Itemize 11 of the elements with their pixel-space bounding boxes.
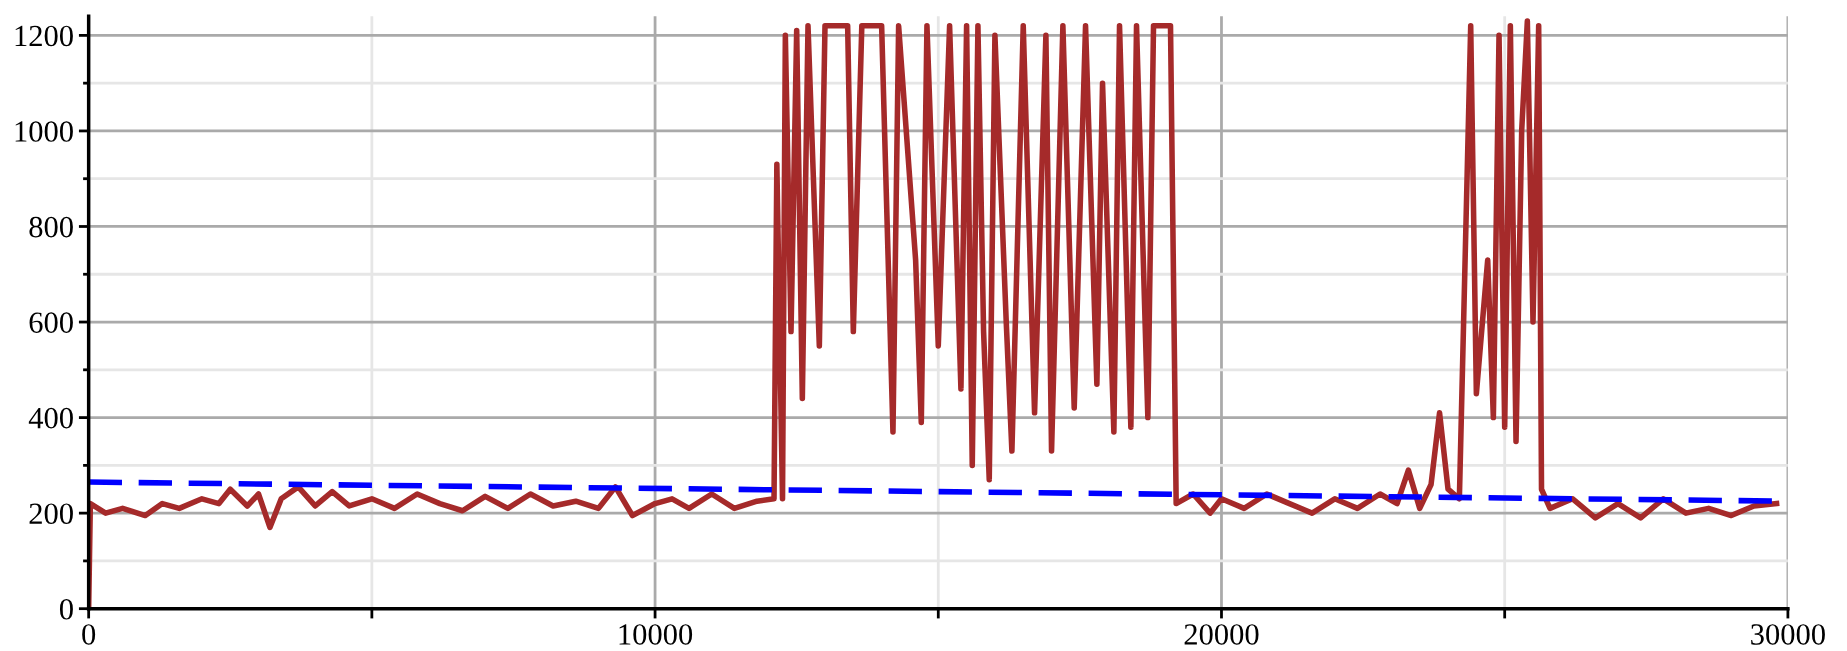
x-tick-label: 0: [82, 624, 96, 645]
y-tick-label: 0: [59, 598, 73, 620]
y-tick-label: 800: [29, 216, 73, 238]
y-tick-label: 400: [28, 407, 73, 429]
y-tick-label: 600: [29, 312, 73, 333]
y-tick-label: 1000: [15, 121, 73, 142]
y-tick-label: 1200: [15, 25, 73, 47]
y-tick-label: 200: [29, 503, 73, 525]
x-tick-label: 10000: [619, 624, 693, 645]
x-tick-label: 30000: [1751, 624, 1825, 645]
x-tick-label: 20000: [1184, 624, 1259, 645]
